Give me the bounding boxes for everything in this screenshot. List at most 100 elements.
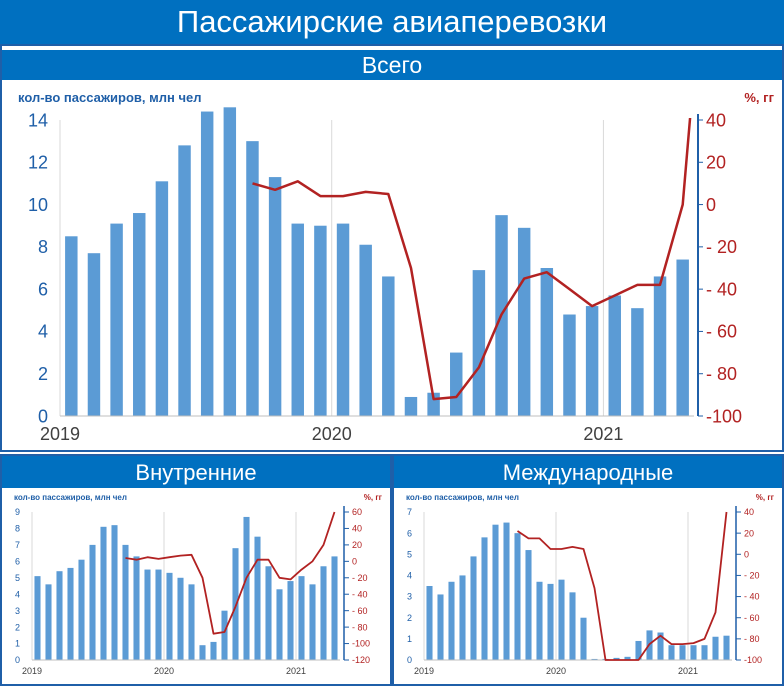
bar: [178, 145, 191, 416]
bar: [144, 569, 151, 660]
left-tick-label: 5: [407, 549, 412, 559]
chart-total: кол-во пассажиров, млн чел %, гг 0 2 4 6 8 10 12…: [18, 90, 775, 444]
chart-international: кол-во пассажиров, млн чел %, гг 0 1 2 3 4 5 6 7 -…: [406, 493, 775, 676]
bar: [635, 640, 642, 660]
title-banner: Пассажирские авиаперевозки: [0, 0, 784, 44]
right-tick-label: 40: [352, 524, 362, 534]
bar: [613, 657, 620, 660]
bar: [723, 635, 730, 660]
year-label: 2019: [414, 666, 434, 676]
right-tick-label: - 40: [352, 589, 368, 599]
year-label: 2020: [312, 424, 352, 444]
right-tick-label: - 60: [744, 613, 760, 623]
right-tick-label: 0: [744, 549, 749, 559]
left-tick-label: 12: [28, 153, 48, 173]
left-tick-label: 4: [407, 571, 412, 581]
panel-title-international: Международные: [502, 460, 674, 485]
bar: [188, 584, 195, 660]
bar: [690, 645, 697, 660]
bar: [631, 308, 644, 416]
left-tick-label: 2: [407, 613, 412, 623]
bar: [679, 645, 686, 660]
bar: [624, 656, 631, 660]
bar: [166, 572, 173, 660]
bar: [133, 213, 146, 416]
bar: [657, 632, 664, 660]
bar: [298, 576, 305, 660]
bar: [223, 107, 237, 417]
page-title: Пассажирские авиаперевозки: [176, 4, 608, 39]
left-tick-label: 4: [38, 322, 48, 342]
bar: [314, 225, 327, 416]
right-tick-label: - 40: [706, 279, 737, 299]
bar: [177, 577, 184, 660]
bar: [122, 544, 129, 660]
left-tick-label: 0: [38, 406, 48, 426]
bar: [382, 276, 395, 416]
year-label: 2019: [22, 666, 42, 676]
panel-title-total: Всего: [361, 52, 423, 78]
bar: [246, 141, 259, 416]
bar: [210, 641, 217, 660]
left-tick-label: 10: [28, 195, 48, 215]
panel-header-international: Международные: [394, 456, 782, 488]
bar: [133, 556, 140, 660]
left-tick-label: 6: [38, 279, 48, 299]
left-tick-label: 2: [15, 622, 20, 632]
bar: [65, 236, 78, 416]
right-axis-title: %, гг: [364, 493, 383, 502]
bar: [45, 584, 52, 660]
bar: [668, 645, 675, 660]
year-label: 2021: [583, 424, 623, 444]
year-label: 2021: [286, 666, 306, 676]
left-tick-label: 6: [15, 556, 20, 566]
bar: [336, 223, 350, 416]
bar: [265, 566, 272, 660]
bar: [712, 636, 719, 660]
left-tick-label: 7: [407, 507, 412, 517]
right-tick-label: 40: [706, 110, 726, 130]
left-tick-label: 3: [407, 592, 412, 602]
year-label: 2020: [154, 666, 174, 676]
left-tick-label: 4: [15, 589, 20, 599]
left-tick-label: 6: [407, 528, 412, 538]
bar: [448, 581, 455, 660]
bar: [585, 306, 599, 416]
bar: [470, 556, 477, 660]
yoy-line: [516, 511, 728, 661]
right-tick-label: 0: [352, 556, 357, 566]
yoy-line: [125, 511, 336, 635]
chart-panel-domestic: Внутренние кол-во пассажиров, млн чел %, …: [0, 454, 392, 686]
right-axis-title: %, гг: [744, 90, 774, 105]
bar: [591, 658, 598, 660]
bar: [547, 583, 554, 660]
right-axis-title: %, гг: [756, 493, 775, 502]
left-tick-label: 0: [407, 655, 412, 665]
bar: [481, 537, 488, 660]
bar: [472, 270, 486, 416]
right-tick-label: 0: [706, 195, 716, 215]
bar: [503, 522, 510, 660]
bar: [56, 571, 63, 660]
right-tick-label: - 80: [744, 634, 760, 644]
left-tick-label: 2: [38, 364, 48, 384]
left-tick-label: 8: [15, 524, 20, 534]
bar: [514, 533, 521, 660]
chart-panel-international: Международные кол-во пассажиров, млн чел…: [392, 454, 784, 686]
bar: [459, 575, 466, 660]
bar: [287, 581, 294, 660]
yoy-line: [252, 118, 692, 401]
right-tick-label: - 80: [706, 364, 737, 384]
panel-header-domestic: Внутренние: [2, 456, 390, 488]
right-tick-label: -100: [352, 639, 370, 649]
left-tick-label: 3: [15, 606, 20, 616]
bar: [517, 227, 531, 416]
left-tick-label: 1: [15, 639, 20, 649]
bar: [254, 536, 261, 660]
right-tick-label: 60: [352, 507, 362, 517]
bar: [569, 592, 576, 660]
chart-domestic: кол-во пассажиров, млн чел %, гг 0 1 2 3 4 5 6 7 8…: [14, 493, 383, 676]
bar: [309, 584, 316, 660]
bar: [450, 352, 463, 416]
bar: [199, 645, 206, 660]
